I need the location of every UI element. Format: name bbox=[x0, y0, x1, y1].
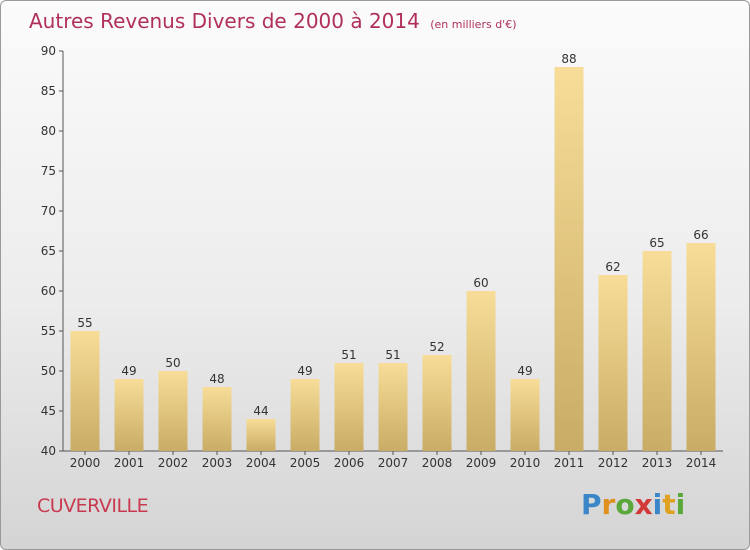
y-tick-label: 80 bbox=[41, 124, 56, 138]
y-tick-label: 85 bbox=[41, 84, 56, 98]
bar bbox=[422, 355, 452, 451]
x-tick-label: 2002 bbox=[158, 456, 189, 470]
bar-value-label: 51 bbox=[341, 348, 356, 362]
bar-value-label: 88 bbox=[561, 52, 576, 66]
y-tick-label: 55 bbox=[41, 324, 56, 338]
bar-value-label: 65 bbox=[649, 236, 664, 250]
chart-title-text: Autres Revenus Divers de 2000 à 2014 bbox=[29, 9, 420, 33]
bar bbox=[466, 291, 496, 451]
bar bbox=[642, 251, 672, 451]
y-tick-label: 90 bbox=[41, 44, 56, 58]
bar-value-label: 55 bbox=[77, 316, 92, 330]
y-tick-label: 50 bbox=[41, 364, 56, 378]
bar-value-label: 50 bbox=[165, 356, 180, 370]
bar-value-label: 48 bbox=[209, 372, 224, 386]
chart-unit: (en milliers d'€) bbox=[430, 18, 517, 31]
bar bbox=[202, 387, 232, 451]
bar bbox=[334, 363, 364, 451]
x-tick-label: 2001 bbox=[114, 456, 145, 470]
y-tick-label: 40 bbox=[41, 444, 56, 458]
bar bbox=[510, 379, 540, 451]
x-tick-label: 2000 bbox=[70, 456, 101, 470]
bar bbox=[290, 379, 320, 451]
bar bbox=[598, 275, 628, 451]
y-tick-label: 75 bbox=[41, 164, 56, 178]
bar-value-label: 49 bbox=[517, 364, 532, 378]
bar-value-label: 60 bbox=[473, 276, 488, 290]
bar bbox=[378, 363, 408, 451]
bar bbox=[246, 419, 276, 451]
y-tick-label: 45 bbox=[41, 404, 56, 418]
proxiti-logo: Proxiti bbox=[581, 488, 686, 521]
x-tick-label: 2008 bbox=[422, 456, 453, 470]
x-tick-label: 2014 bbox=[686, 456, 717, 470]
chart-title: Autres Revenus Divers de 2000 à 2014 (en… bbox=[29, 9, 517, 33]
x-tick-label: 2007 bbox=[378, 456, 409, 470]
x-tick-label: 2013 bbox=[642, 456, 673, 470]
bar-value-label: 66 bbox=[693, 228, 708, 242]
x-tick-label: 2009 bbox=[466, 456, 497, 470]
bar-value-label: 49 bbox=[297, 364, 312, 378]
bar-value-label: 52 bbox=[429, 340, 444, 354]
x-tick-label: 2006 bbox=[334, 456, 365, 470]
bar bbox=[554, 67, 584, 451]
x-tick-label: 2011 bbox=[554, 456, 585, 470]
y-tick-label: 60 bbox=[41, 284, 56, 298]
x-tick-label: 2004 bbox=[246, 456, 277, 470]
bar bbox=[114, 379, 144, 451]
bar-value-label: 44 bbox=[253, 404, 268, 418]
x-tick-label: 2010 bbox=[510, 456, 541, 470]
x-tick-label: 2003 bbox=[202, 456, 233, 470]
bar bbox=[158, 371, 188, 451]
x-tick-label: 2012 bbox=[598, 456, 629, 470]
city-name: CUVERVILLE bbox=[37, 495, 149, 517]
y-tick-label: 70 bbox=[41, 204, 56, 218]
bar-value-label: 62 bbox=[605, 260, 620, 274]
bar-value-label: 51 bbox=[385, 348, 400, 362]
bar bbox=[70, 331, 100, 451]
bar-value-label: 49 bbox=[121, 364, 136, 378]
x-tick-label: 2005 bbox=[290, 456, 321, 470]
y-tick-label: 65 bbox=[41, 244, 56, 258]
bar bbox=[686, 243, 716, 451]
